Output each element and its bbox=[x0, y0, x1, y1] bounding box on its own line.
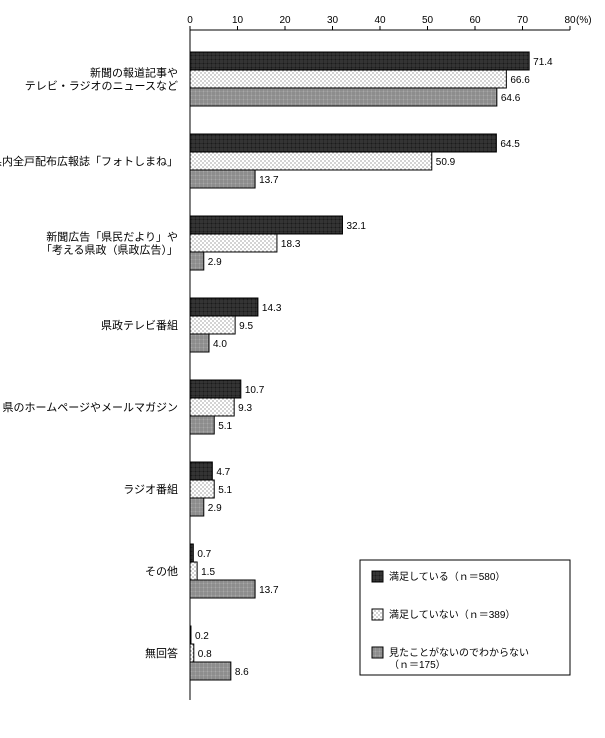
legend-label: （ｎ＝175） bbox=[389, 659, 446, 671]
chart-container: 0 10 20 30 40 50 60 70 80(%) 新聞の報道記事やテレビ・ラジオのニュース… bbox=[0, 0, 605, 738]
bar-value-label: 0.8 bbox=[198, 649, 212, 660]
category-label: 「考える県政（県政広告）」 bbox=[41, 243, 178, 257]
x-tick-label: 10 bbox=[232, 15, 244, 26]
bar-satisfied bbox=[190, 298, 258, 316]
bar-satisfied bbox=[190, 380, 241, 398]
bar-not_satisfied bbox=[190, 234, 277, 252]
bar-value-label: 18.3 bbox=[281, 239, 301, 250]
bar-never_seen bbox=[190, 88, 497, 106]
bar-never_seen bbox=[190, 662, 231, 680]
category-label: テレビ・ラジオのニュースなど bbox=[25, 80, 178, 93]
bar-not_satisfied bbox=[190, 562, 197, 580]
legend-swatch bbox=[372, 647, 383, 658]
bar-value-label: 10.7 bbox=[245, 385, 265, 396]
bar-never_seen bbox=[190, 498, 204, 516]
bar-value-label: 64.6 bbox=[501, 93, 521, 104]
bar-not_satisfied bbox=[190, 480, 214, 498]
bar-never_seen bbox=[190, 334, 209, 352]
bar-satisfied bbox=[190, 134, 496, 152]
bar-not_satisfied bbox=[190, 316, 235, 334]
bar-value-label: 0.7 bbox=[197, 549, 211, 560]
bar-not_satisfied bbox=[190, 70, 506, 88]
bar-value-label: 9.5 bbox=[239, 321, 253, 332]
bar-value-label: 13.7 bbox=[259, 585, 279, 596]
bar-value-label: 14.3 bbox=[262, 303, 282, 314]
bar-not_satisfied bbox=[190, 644, 194, 662]
legend-label: 満足していない（ｎ＝389） bbox=[389, 609, 515, 621]
category-label: 無回答 bbox=[145, 646, 178, 660]
bar-satisfied bbox=[190, 626, 191, 644]
x-tick-label: 70 bbox=[517, 15, 529, 26]
category-label: 新聞の報道記事や bbox=[90, 66, 178, 80]
bar-satisfied bbox=[190, 216, 342, 234]
x-tick-label: 30 bbox=[327, 15, 339, 26]
bar-value-label: 66.6 bbox=[510, 75, 530, 86]
x-tick-label: 20 bbox=[279, 15, 291, 26]
bar-value-label: 5.1 bbox=[218, 485, 232, 496]
bar-satisfied bbox=[190, 544, 193, 562]
legend-label: 満足している（ｎ＝580） bbox=[389, 571, 505, 583]
axis-unit: (%) bbox=[576, 15, 592, 26]
bar-satisfied bbox=[190, 52, 529, 70]
bar-value-label: 1.5 bbox=[201, 567, 215, 578]
bar-value-label: 2.9 bbox=[208, 257, 222, 268]
category-label: 県のホームページやメールマガジン bbox=[3, 401, 178, 414]
bar-not_satisfied bbox=[190, 398, 234, 416]
category-label: 県政テレビ番組 bbox=[101, 318, 178, 332]
bar-value-label: 8.6 bbox=[235, 667, 249, 678]
legend-swatch bbox=[372, 609, 383, 620]
x-tick-label: 0 bbox=[187, 15, 193, 26]
bar-never_seen bbox=[190, 252, 204, 270]
bar-never_seen bbox=[190, 580, 255, 598]
bar-value-label: 13.7 bbox=[259, 175, 279, 186]
bar-never_seen bbox=[190, 416, 214, 434]
bar-chart: 0 10 20 30 40 50 60 70 80(%) 新聞の報道記事やテレビ・ラジオのニュース… bbox=[0, 0, 605, 738]
category-label: 県内全戸配布広報誌「フォトしまね」 bbox=[0, 154, 178, 168]
x-tick-label: 60 bbox=[469, 15, 481, 26]
bar-value-label: 0.2 bbox=[195, 631, 209, 642]
bar-value-label: 2.9 bbox=[208, 503, 222, 514]
bar-value-label: 64.5 bbox=[500, 139, 520, 150]
x-tick-label: 80 bbox=[564, 15, 576, 26]
bar-value-label: 50.9 bbox=[436, 157, 456, 168]
bar-never_seen bbox=[190, 170, 255, 188]
x-tick-label: 50 bbox=[422, 15, 434, 26]
x-tick-label: 40 bbox=[374, 15, 386, 26]
bar-not_satisfied bbox=[190, 152, 432, 170]
legend-label: 見たことがないのでわからない bbox=[389, 646, 529, 659]
category-label: 新聞広告「県民だより」や bbox=[46, 230, 178, 244]
bar-value-label: 5.1 bbox=[218, 421, 232, 432]
category-label: その他 bbox=[145, 565, 178, 578]
legend-swatch bbox=[372, 571, 383, 582]
bar-value-label: 4.7 bbox=[216, 467, 230, 478]
category-label: ラジオ番組 bbox=[123, 483, 178, 496]
bar-value-label: 71.4 bbox=[533, 57, 553, 68]
bar-value-label: 32.1 bbox=[346, 221, 366, 232]
bar-value-label: 9.3 bbox=[238, 403, 252, 414]
bar-satisfied bbox=[190, 462, 212, 480]
bar-value-label: 4.0 bbox=[213, 339, 227, 350]
